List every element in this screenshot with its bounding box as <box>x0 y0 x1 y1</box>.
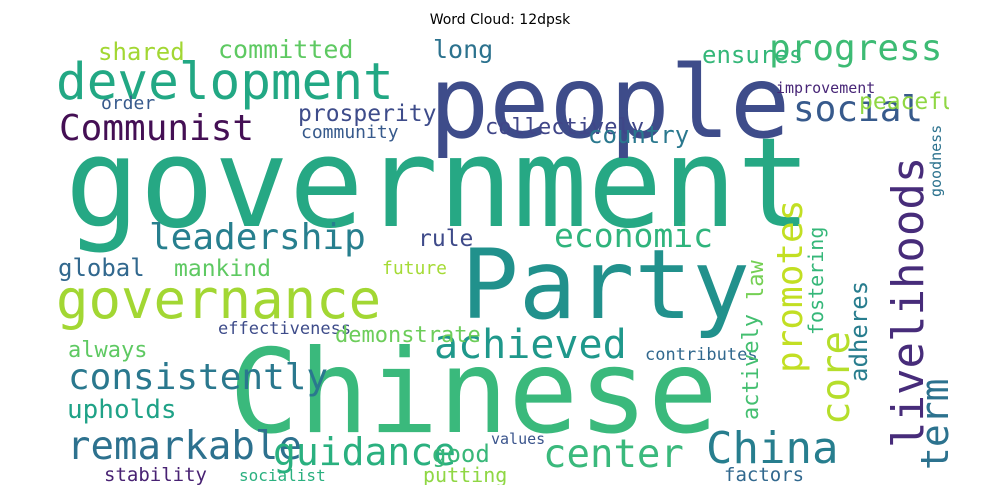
word-factors: putting <box>423 463 508 485</box>
word-ensures: rule <box>418 226 474 252</box>
word-improvement: committed <box>218 35 354 64</box>
word-socialist: always <box>68 338 148 363</box>
word-chinese: Chinese <box>229 325 718 460</box>
word-social: social <box>793 89 924 130</box>
word-core: peaceful <box>859 89 949 115</box>
word-mankind: contributes <box>645 345 758 365</box>
word-future: factors <box>724 464 805 485</box>
word-economic: economic <box>554 216 713 255</box>
word-contributes: stability <box>104 464 207 485</box>
word-upholds: remarkable <box>67 424 302 469</box>
word-china: consistently <box>68 357 329 398</box>
word-fostering: community <box>301 122 399 143</box>
word-achieved: achieved <box>434 322 627 368</box>
word-country: actively <box>739 314 764 420</box>
word-long: global <box>58 254 145 282</box>
word-livelihoods: long <box>433 35 494 64</box>
word-committed: mankind <box>174 256 271 282</box>
word-leadership: leadership <box>149 217 366 258</box>
word-putting: China <box>706 423 839 474</box>
word-actively: order <box>101 93 156 114</box>
word-prosperity: adheres <box>845 280 873 382</box>
word-effectiveness: socialist <box>239 466 326 485</box>
word-government: government <box>65 112 812 256</box>
word-adheres: country <box>588 121 690 149</box>
word-order: shared <box>98 38 185 66</box>
word-term: ensures <box>702 41 804 69</box>
word-law: collectively <box>485 115 644 140</box>
word-values: good <box>432 440 490 468</box>
word-shared: future <box>382 258 448 279</box>
word-rule: demonstrate <box>335 323 481 348</box>
word-people: people <box>429 44 791 161</box>
word-stability: upholds <box>67 395 177 425</box>
word-goodness: improvement <box>776 79 876 97</box>
word-governance: governance <box>56 268 382 331</box>
word-progress: progress <box>769 35 943 69</box>
word-peaceful: law <box>744 260 769 300</box>
word-cloud: government Chinese people Party developm… <box>51 35 949 485</box>
word-remarkable: term <box>913 378 949 470</box>
word-global: effectiveness <box>218 319 352 339</box>
word-development: development <box>56 53 394 112</box>
word-collectively: fostering <box>804 226 828 335</box>
chart-title: Word Cloud: 12dpsk <box>429 12 571 28</box>
word-demonstrate: values <box>491 430 546 448</box>
word-party: Party <box>461 229 750 341</box>
word-community: goodness <box>927 124 945 197</box>
word-promotes: prosperity <box>298 101 437 127</box>
word-always: guidance <box>273 430 457 474</box>
word-good: center <box>543 432 684 477</box>
word-communist: Communist <box>59 108 255 149</box>
